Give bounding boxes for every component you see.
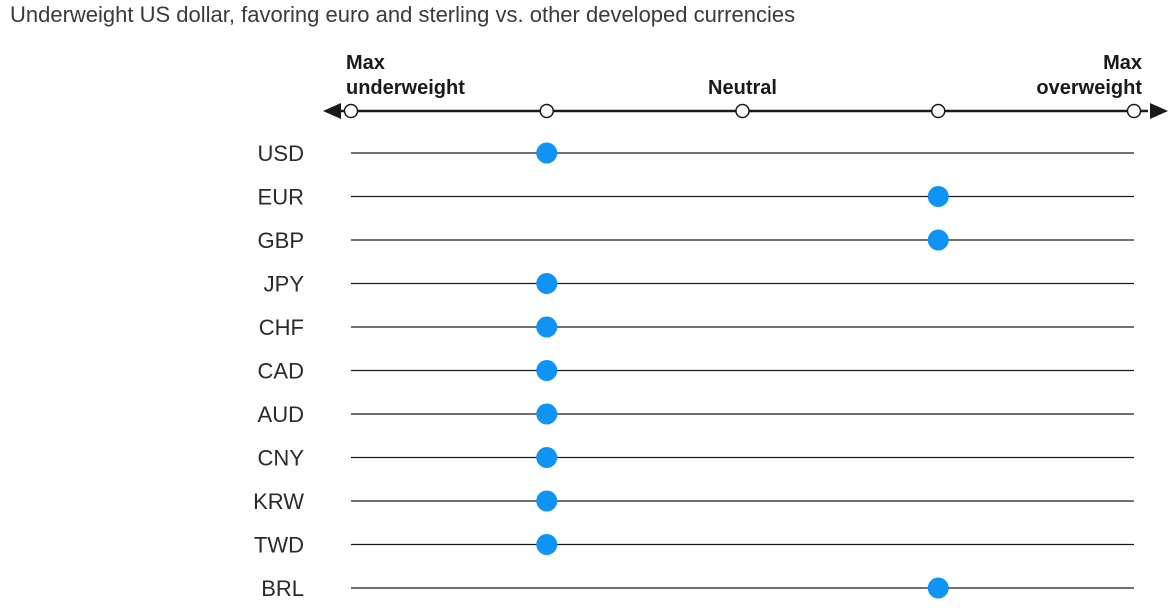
currency-row: GBP bbox=[258, 228, 1134, 253]
scale-label: Max bbox=[346, 52, 385, 74]
position-dot bbox=[536, 447, 558, 468]
currency-label: CAD bbox=[258, 359, 304, 384]
currency-label: AUD bbox=[258, 402, 304, 427]
position-dot bbox=[536, 534, 558, 555]
currency-row: USD bbox=[258, 141, 1134, 166]
currency-row: CAD bbox=[258, 359, 1134, 384]
currency-row: JPY bbox=[264, 272, 1134, 297]
arrow-left-icon bbox=[323, 103, 341, 119]
currency-row: KRW bbox=[253, 489, 1134, 514]
currency-label: USD bbox=[258, 141, 304, 166]
scale-tick bbox=[735, 103, 750, 119]
scale-label: overweight bbox=[1036, 77, 1142, 99]
position-dot bbox=[536, 490, 558, 512]
currency-label: KRW bbox=[253, 489, 304, 514]
currency-row: CHF bbox=[259, 315, 1134, 340]
scale-tick bbox=[931, 103, 946, 119]
scale-tick bbox=[539, 103, 554, 119]
currency-row: CNY bbox=[258, 446, 1134, 471]
position-dot bbox=[536, 403, 558, 425]
currency-row: EUR bbox=[258, 185, 1134, 210]
currency-label: GBP bbox=[258, 228, 304, 253]
position-dot bbox=[536, 316, 558, 338]
currency-row: AUD bbox=[258, 402, 1134, 427]
position-dot bbox=[536, 273, 558, 294]
currency-label: EUR bbox=[258, 185, 304, 210]
arrow-right-icon bbox=[1150, 103, 1168, 119]
currency-label: JPY bbox=[264, 272, 305, 297]
currency-label: CNY bbox=[258, 446, 305, 471]
scale-axis: Max underweight Neutral Max overweight bbox=[323, 52, 1168, 119]
position-dot bbox=[927, 186, 949, 207]
position-dot bbox=[536, 360, 558, 381]
scale-tick bbox=[1126, 103, 1142, 119]
position-dot bbox=[927, 577, 949, 599]
currency-rows: USD EUR GBP JPY CHF CAD AUD CNY KRW TWD BRL bbox=[253, 141, 1134, 601]
chart-title: Underweight US dollar, favoring euro and… bbox=[10, 2, 796, 27]
scale-label: Neutral bbox=[708, 77, 777, 99]
position-dot bbox=[536, 142, 558, 164]
currency-row: TWD bbox=[254, 533, 1134, 558]
currency-row: BRL bbox=[261, 576, 1134, 601]
currency-label: TWD bbox=[254, 533, 304, 558]
currency-label: BRL bbox=[261, 576, 304, 601]
position-dot bbox=[927, 229, 949, 251]
scale-label: underweight bbox=[346, 77, 465, 99]
scale-tick bbox=[343, 103, 359, 119]
scale-label: Max bbox=[1103, 52, 1142, 74]
currency-label: CHF bbox=[259, 315, 304, 340]
